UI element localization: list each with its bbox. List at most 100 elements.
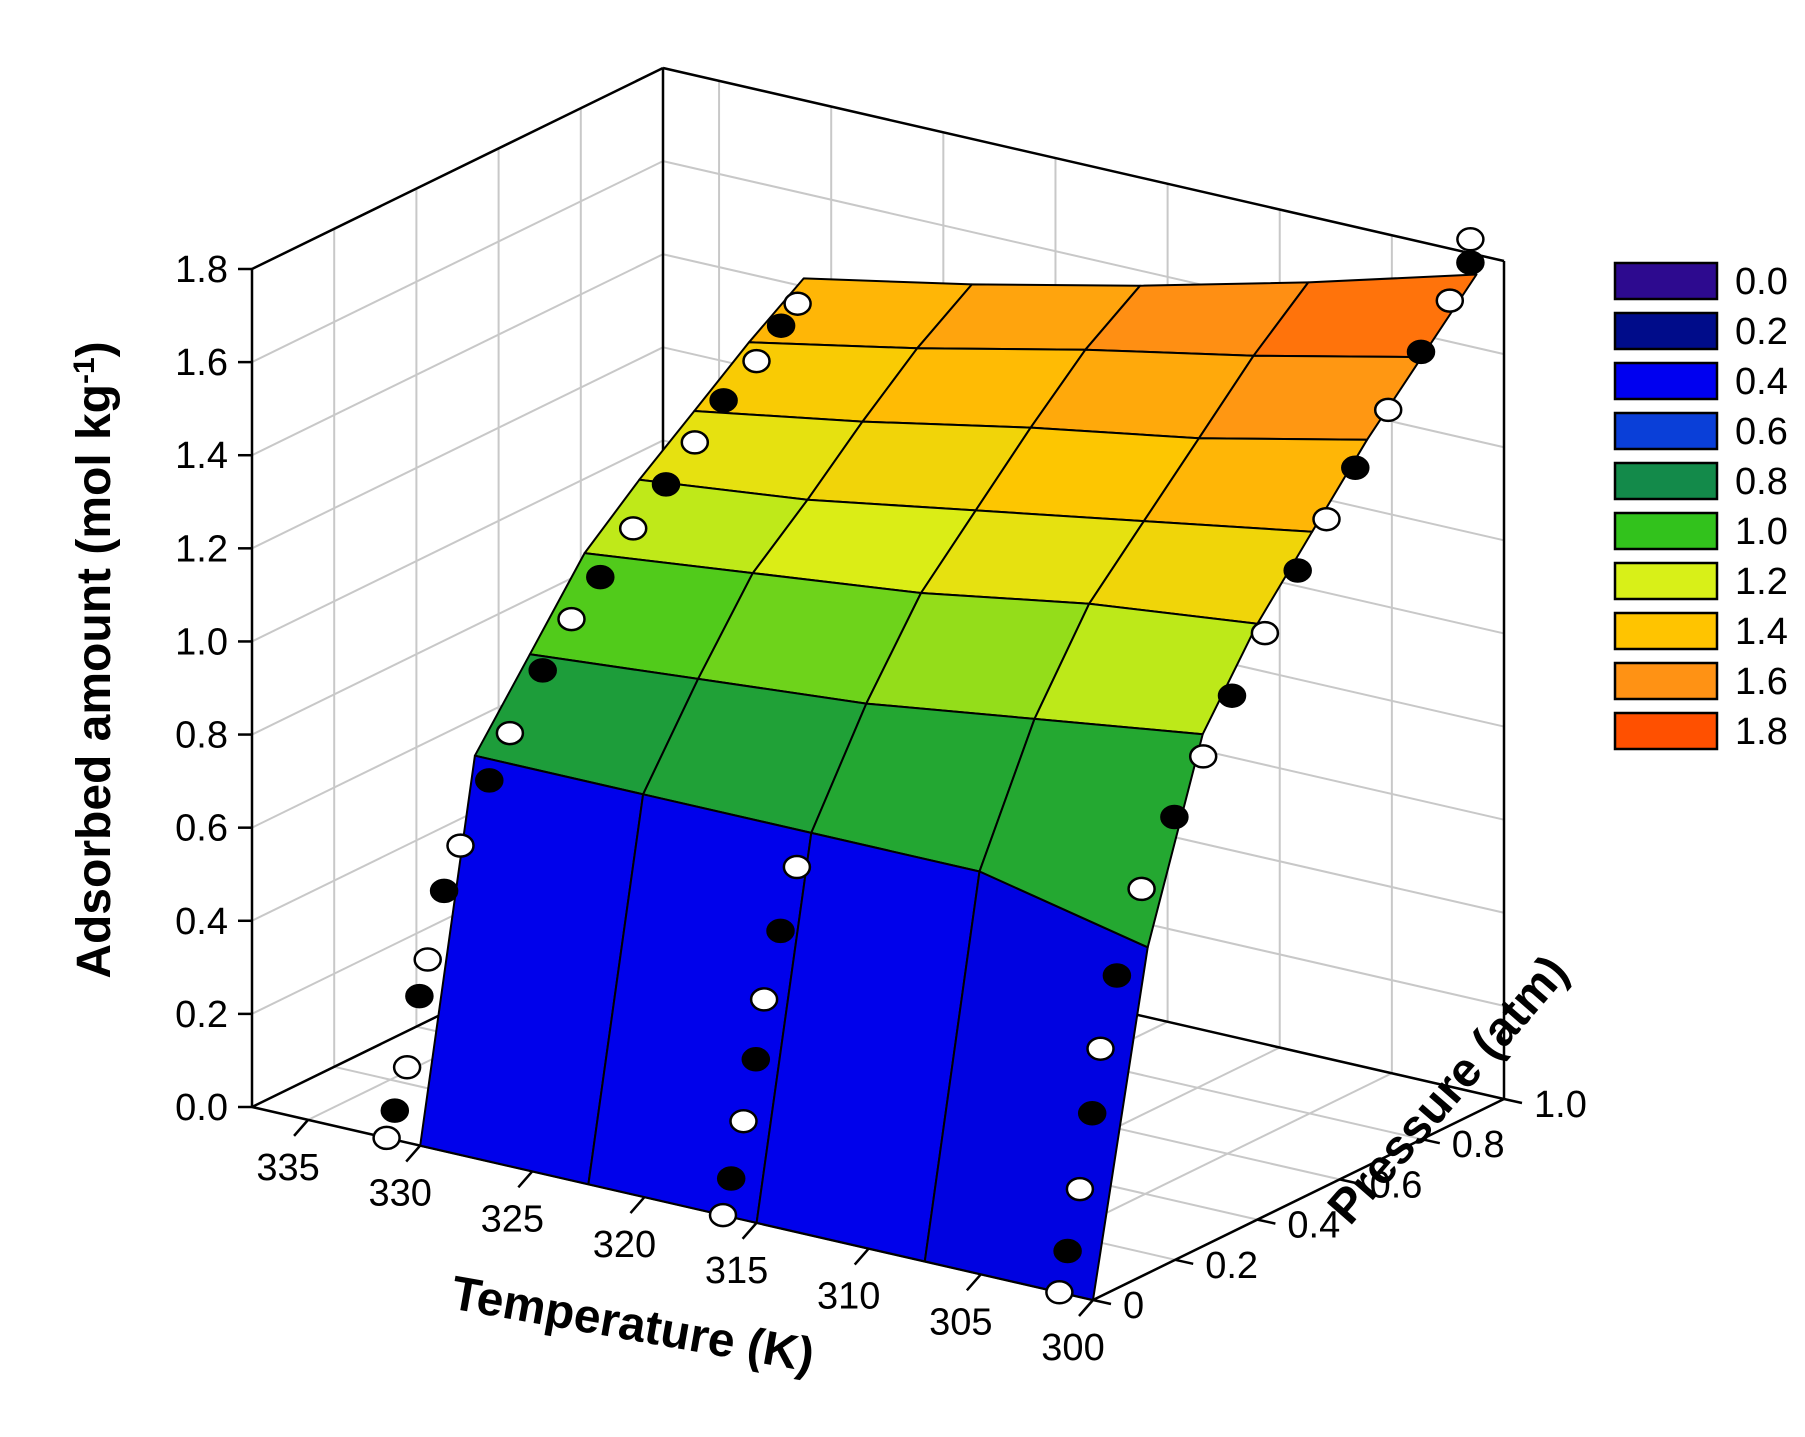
open-data-point-1: [392, 1055, 422, 1080]
open-data-point-6: [618, 516, 648, 541]
legend-swatch-8: [1613, 661, 1719, 701]
z-tick-label-3: 0.6: [175, 808, 228, 850]
pressure-tick-label-4: 0.8: [1452, 1124, 1505, 1166]
z-tick-label-4: 0.8: [175, 715, 228, 757]
pressure-tick-5: [1503, 1097, 1523, 1105]
pressure-tick-1: [1174, 1258, 1194, 1266]
filled-data-point-19: [1406, 339, 1436, 365]
z-axis-title-exponent: -1: [68, 357, 101, 384]
legend-label-7: 1.4: [1735, 611, 1788, 653]
pressure-tick-3: [1339, 1178, 1358, 1185]
z-tick-label-2: 0.4: [175, 901, 228, 943]
pressure-tick-2: [1257, 1218, 1276, 1225]
filled-data-point-16: [1217, 683, 1247, 708]
pressure-tick-label-3: 0.6: [1370, 1164, 1423, 1206]
filled-data-point-9: [716, 1166, 746, 1191]
filled-data-point-7: [709, 388, 738, 413]
filled-data-point-6: [651, 472, 681, 497]
temperature-tick-3: [629, 1196, 646, 1214]
legend-swatch-5: [1613, 511, 1719, 551]
temperature-tick-label-4: 315: [705, 1250, 768, 1292]
open-data-point-13: [782, 854, 812, 880]
left-wall-z-gridline-7: [251, 253, 664, 457]
filled-data-point-8: [766, 313, 796, 338]
legend-swatch-9: [1613, 711, 1719, 751]
filled-data-point-3: [475, 768, 504, 793]
legend-swatch-3: [1613, 411, 1719, 451]
labels-layer: 0.0 0.2 0.4 0.6 0.8 1.0 1.2 1.4 1.6 1.8 335 330 325 3…: [175, 249, 1587, 1369]
legend-swatch-7: [1613, 611, 1719, 651]
open-data-point-10: [708, 1202, 738, 1228]
filled-data-point-12: [1053, 1238, 1082, 1264]
filled-data-point-1: [405, 983, 434, 1009]
legend-swatch-6: [1613, 561, 1719, 601]
legend-label-3: 0.6: [1735, 411, 1788, 453]
left-wall-z-gridline-5: [251, 439, 664, 643]
legend-label-1: 0.2: [1735, 311, 1788, 353]
open-data-point-8: [742, 348, 771, 374]
left-wall-top-edge: [251, 66, 664, 271]
back-wall-top-edge: [662, 66, 1505, 263]
legend-label-6: 1.2: [1735, 561, 1788, 603]
open-data-point-4: [495, 720, 525, 746]
open-data-point-9: [783, 291, 812, 316]
z-tick-label-0: 0.0: [175, 1087, 228, 1129]
temperature-tick-5: [853, 1247, 870, 1266]
temperature-tick-label-2: 325: [481, 1198, 544, 1240]
left-wall-z-gridline-6: [251, 346, 664, 550]
legend-swatch-0: [1613, 261, 1719, 301]
legend-swatch-2: [1613, 361, 1719, 401]
legend-label-5: 1.0: [1735, 511, 1788, 553]
z-axis-title-main: Adsorbed amount (mol kg: [68, 384, 121, 979]
open-data-point-5: [557, 606, 586, 632]
legend-swatch-1: [1613, 311, 1719, 351]
z-axis-title-suffix: ): [68, 341, 121, 357]
filled-data-point-11: [766, 918, 795, 944]
z-tick-label-5: 1.0: [175, 621, 228, 663]
open-data-point-14: [1045, 1280, 1074, 1305]
temperature-tick-2: [517, 1170, 534, 1189]
left-wall-z-gridline-8: [251, 160, 664, 364]
open-data-point-0: [372, 1125, 401, 1151]
pressure-tick-label-1: 0.2: [1205, 1245, 1258, 1287]
temperature-tick-7: [1078, 1299, 1094, 1317]
open-data-point-18: [1188, 744, 1218, 769]
temperature-tick-label-0: 335: [256, 1147, 319, 1189]
open-data-point-15: [1065, 1176, 1095, 1202]
colorbar-legend: 0.0 0.2 0.4 0.6 0.8 1.0 1.2 1.4 1.6 1.8: [1613, 261, 1788, 753]
open-data-point-3: [446, 833, 475, 858]
open-data-point-2: [413, 947, 442, 972]
z-tick-label-9: 1.8: [175, 249, 228, 291]
pressure-axis-line: [1092, 1097, 1505, 1302]
open-data-point-23: [1456, 227, 1485, 252]
z-tick-label-7: 1.4: [175, 435, 228, 477]
legend-label-8: 1.6: [1735, 661, 1788, 703]
z-axis-title: Adsorbed amount (mol kg-1): [68, 341, 122, 978]
open-data-point-12: [749, 987, 779, 1012]
open-data-point-21: [1373, 397, 1403, 423]
filled-data-point-13: [1077, 1101, 1107, 1126]
temperature-tick-4: [741, 1221, 758, 1240]
legend-label-4: 0.8: [1735, 461, 1788, 503]
filled-data-point-5: [586, 564, 615, 590]
temperature-tick-1: [405, 1144, 422, 1163]
z-tick-label-1: 0.2: [175, 994, 228, 1036]
pressure-tick-label-5: 1.0: [1534, 1084, 1587, 1126]
pressure-tick-0: [1092, 1298, 1112, 1306]
filled-data-point-17: [1283, 558, 1312, 583]
filled-data-point-4: [528, 658, 557, 683]
open-data-point-16: [1086, 1036, 1115, 1061]
open-data-point-22: [1435, 288, 1465, 313]
filled-data-point-14: [1102, 963, 1132, 988]
filled-data-point-15: [1160, 804, 1189, 830]
temperature-tick-label-5: 310: [817, 1276, 880, 1318]
open-data-point-7: [680, 430, 710, 455]
pressure-tick-4: [1421, 1137, 1441, 1145]
surface-layer: [419, 273, 1478, 1301]
open-data-point-17: [1127, 876, 1156, 902]
points-layer: [372, 227, 1485, 1305]
temperature-tick-label-1: 330: [368, 1173, 431, 1215]
temperature-tick-6: [965, 1273, 982, 1292]
